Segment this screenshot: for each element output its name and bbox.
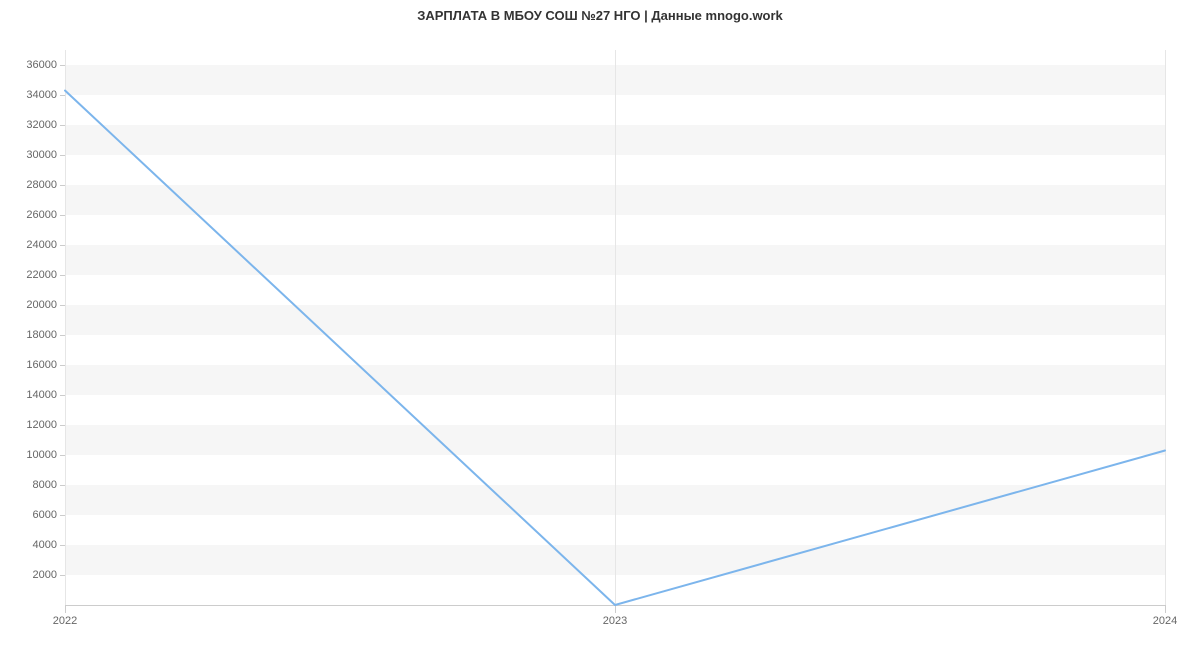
salary-line-chart: ЗАРПЛАТА В МБОУ СОШ №27 НГО | Данные mno… — [0, 0, 1200, 650]
x-tick-mark — [1165, 605, 1166, 613]
y-tick-label: 18000 — [26, 329, 57, 341]
x-tick-label: 2022 — [53, 615, 77, 627]
x-grid-line — [1165, 50, 1166, 605]
x-tick-label: 2023 — [603, 615, 627, 627]
y-tick-label: 36000 — [26, 59, 57, 71]
chart-title: ЗАРПЛАТА В МБОУ СОШ №27 НГО | Данные mno… — [0, 8, 1200, 23]
y-tick-label: 28000 — [26, 179, 57, 191]
y-tick-label: 8000 — [33, 479, 57, 491]
y-tick-label: 14000 — [26, 389, 57, 401]
y-tick-label: 26000 — [26, 209, 57, 221]
y-tick-label: 30000 — [26, 149, 57, 161]
y-tick-label: 24000 — [26, 239, 57, 251]
y-tick-label: 34000 — [26, 89, 57, 101]
y-tick-label: 4000 — [33, 539, 57, 551]
plot-area: 2022202320242000400060008000100001200014… — [65, 50, 1165, 605]
y-tick-label: 12000 — [26, 419, 57, 431]
x-tick-mark — [615, 605, 616, 613]
series-line — [65, 91, 1165, 606]
y-tick-label: 20000 — [26, 299, 57, 311]
y-tick-label: 32000 — [26, 119, 57, 131]
y-tick-label: 10000 — [26, 449, 57, 461]
y-tick-label: 22000 — [26, 269, 57, 281]
y-tick-label: 2000 — [33, 569, 57, 581]
x-tick-mark — [65, 605, 66, 613]
y-tick-label: 6000 — [33, 509, 57, 521]
x-tick-label: 2024 — [1153, 615, 1177, 627]
y-tick-label: 16000 — [26, 359, 57, 371]
series-layer — [65, 50, 1165, 605]
